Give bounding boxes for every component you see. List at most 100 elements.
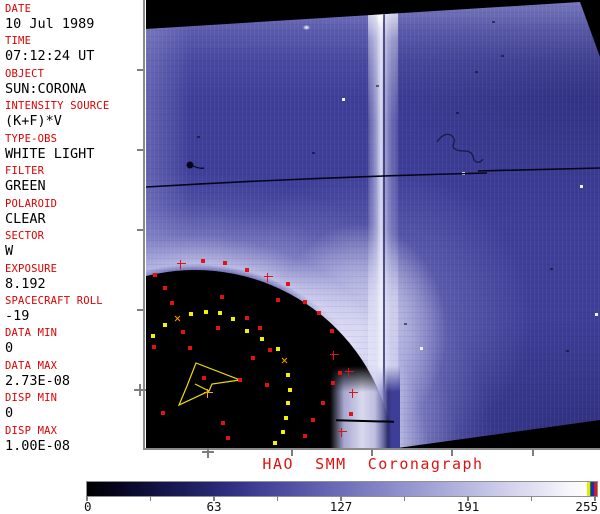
yellow-fiducial-dot — [284, 416, 288, 420]
metadata-value: 0 — [5, 405, 14, 422]
red-fiducial-dot — [163, 286, 167, 290]
bright-speck — [303, 25, 310, 30]
plate-seam-line-right — [477, 167, 600, 172]
colorbar-tick — [340, 496, 342, 501]
red-fiducial-dot — [303, 300, 307, 304]
metadata-item: EXPOSURE 8.192 — [5, 263, 143, 295]
yellow-fiducial-dot — [204, 310, 208, 314]
red-fiducial-dot — [321, 401, 325, 405]
metadata-item: INTENSITY SOURCE (K+F)*V — [5, 100, 143, 132]
red-fiducial-dot — [245, 268, 249, 272]
yellow-fiducial-dot — [286, 373, 290, 377]
fiber-squiggle — [436, 133, 484, 163]
metadata-value: -19 — [5, 307, 30, 324]
streak-bright-tip — [376, 3, 384, 29]
red-fiducial-dot — [170, 301, 174, 305]
red-fiducial-dot — [268, 348, 272, 352]
red-fiducial-dot — [286, 282, 290, 286]
orange-plus-marker — [203, 388, 213, 398]
metadata-item: DATE 10 Jul 1989 — [5, 3, 143, 35]
plate-seam-line — [146, 172, 488, 188]
metadata-item: SECTOR W — [5, 230, 143, 262]
metadata-item: POLAROID CLEAR — [5, 198, 143, 230]
left-axis-tick — [137, 229, 143, 231]
colorbar-tick — [213, 496, 215, 501]
metadata-label: SECTOR — [5, 230, 45, 243]
metadata-item: OBJECT SUN:CORONA — [5, 68, 143, 100]
instrument-title: HAO SMM Coronagraph — [262, 455, 484, 473]
metadata-item: DISP MIN 0 — [5, 392, 143, 424]
metadata-value: 0 — [5, 340, 14, 357]
metadata-label: OBJECT — [5, 67, 45, 80]
colorbar-tick-label: 0 — [84, 499, 92, 514]
red-fiducial-dot — [152, 345, 156, 349]
colorbar-tick-label: 191 — [456, 499, 480, 514]
axis-plus-mark — [207, 446, 209, 458]
yellow-fiducial-dot — [189, 312, 193, 316]
coronagraph-image — [146, 0, 600, 448]
white-speck — [595, 313, 598, 316]
colorbar-tick — [594, 496, 596, 501]
metadata-item: DATA MAX 2.73E-08 — [5, 360, 143, 392]
red-fiducial-dot — [265, 383, 269, 387]
metadata-value: 2.73E-08 — [5, 372, 71, 389]
left-axis-tick — [137, 149, 143, 151]
yellow-fiducial-dot — [273, 441, 277, 445]
yellow-fiducial-dot — [151, 334, 155, 338]
red-fiducial-dot — [188, 346, 192, 350]
red-plus-marker — [263, 272, 273, 282]
colorbar-tick — [276, 496, 279, 501]
colorbar-tick — [403, 496, 406, 501]
dark-speck — [312, 152, 315, 154]
metadata-label: DISP MIN — [5, 392, 58, 405]
colorbar-tick — [530, 496, 533, 501]
red-fiducial-dot — [338, 371, 342, 375]
metadata-label: DATE — [5, 3, 32, 15]
intensity-colorbar — [86, 481, 598, 497]
dark-speck — [492, 21, 495, 23]
yellow-fiducial-dot — [260, 337, 264, 341]
red-plus-marker — [337, 427, 347, 437]
metadata-value: 1.00E-08 — [5, 437, 71, 454]
red-fiducial-dot — [311, 418, 315, 422]
metadata-sidebar: DATE 10 Jul 1989 TIME 07:12:24 UT OBJECT SUN:… — [5, 3, 143, 457]
bottom-axis-tick — [291, 450, 293, 456]
metadata-label: DISP MAX — [5, 424, 58, 437]
dark-speck — [550, 268, 553, 270]
metadata-item: FILTER GREEN — [5, 165, 143, 197]
axis-plus-mark — [139, 384, 141, 396]
metadata-value: 07:12:24 UT — [5, 48, 95, 65]
colorbar-tick-label: 127 — [329, 499, 353, 514]
yellow-fiducial-dot — [218, 311, 222, 315]
metadata-value: GREEN — [5, 178, 46, 195]
metadata-item: DATA MIN 0 — [5, 327, 143, 359]
metadata-label: INTENSITY SOURCE — [5, 100, 110, 113]
red-fiducial-dot — [202, 376, 206, 380]
dark-blob — [186, 161, 194, 169]
yellow-fiducial-dot — [286, 401, 290, 405]
colorbar-tick — [467, 496, 469, 501]
red-fiducial-dot — [251, 356, 255, 360]
metadata-value: W — [5, 243, 14, 260]
red-fiducial-dot — [221, 421, 225, 425]
dark-blob-tail — [192, 165, 205, 169]
dark-speck — [566, 350, 569, 352]
colorbar-end-stripe — [591, 482, 594, 496]
colorbar-end-stripe — [594, 482, 597, 496]
colorbar-tick — [149, 496, 152, 501]
yellow-fiducial-dot — [276, 347, 280, 351]
red-fiducial-dot — [216, 326, 220, 330]
metadata-value: CLEAR — [5, 210, 46, 227]
metadata-item: TIME 07:12:24 UT — [5, 35, 143, 67]
metadata-value: 10 Jul 1989 — [5, 16, 95, 32]
metadata-value: (K+F)*V — [5, 113, 62, 130]
red-fiducial-dot — [226, 436, 230, 440]
metadata-value: WHITE LIGHT — [5, 145, 95, 162]
left-axis-tick — [137, 69, 143, 71]
yellow-fiducial-dot — [281, 430, 285, 434]
red-fiducial-dot — [181, 330, 185, 334]
yellow-fiducial-dot — [163, 323, 167, 327]
dark-speck — [197, 136, 200, 138]
colorbar-end-stripe — [589, 482, 592, 496]
left-axis-spine — [143, 0, 145, 449]
